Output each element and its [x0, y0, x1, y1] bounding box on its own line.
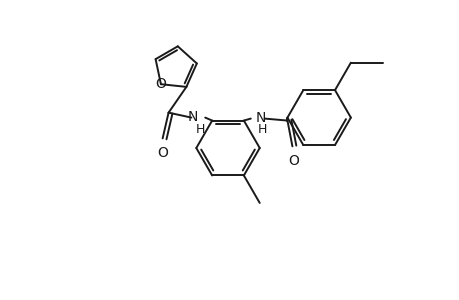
Text: O: O	[287, 154, 298, 168]
Text: O: O	[155, 77, 166, 91]
Text: H: H	[257, 122, 267, 136]
Text: N: N	[188, 110, 198, 124]
Text: O: O	[157, 146, 168, 160]
Text: H: H	[195, 122, 205, 136]
Text: N: N	[255, 111, 266, 124]
